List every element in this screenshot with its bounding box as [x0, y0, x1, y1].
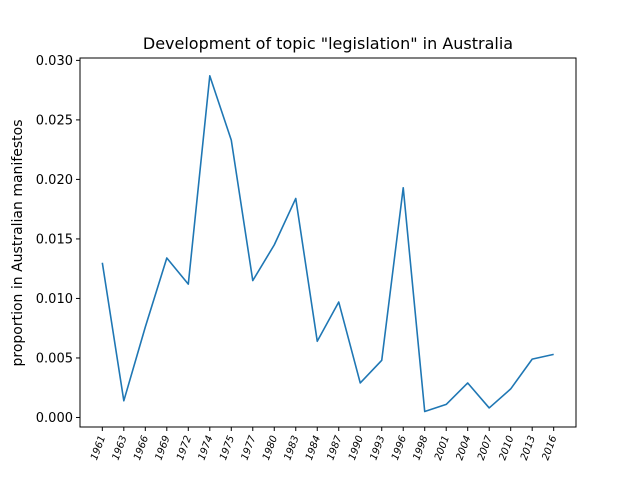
x-tick-label: 1975: [218, 434, 237, 462]
x-tick-label: 1993: [369, 434, 388, 462]
y-tick-label: 0.030: [36, 54, 73, 69]
y-tick-label: 0.025: [36, 113, 73, 128]
y-tick-label: 0.010: [36, 292, 73, 307]
plot-frame: [79, 57, 577, 428]
x-tick-label: 2013: [519, 434, 538, 462]
x-tick-label: 2010: [497, 434, 516, 462]
x-tick-label: 1974: [197, 434, 216, 462]
x-tick-label: 1984: [304, 434, 323, 462]
series-group: [101, 75, 554, 413]
x-tick-label: 1961: [89, 434, 108, 462]
x-tick-label: 1996: [390, 434, 409, 462]
x-axis: 1961 1963 1966 1969 1972 1974 1975 1977 1980 1983…: [89, 427, 559, 462]
x-tick-label: 2004: [454, 434, 473, 462]
x-tick-label: 2007: [476, 434, 495, 462]
x-tick-label: 1977: [240, 434, 259, 462]
x-tick-label: 1987: [326, 434, 345, 462]
x-tick-label: 1998: [411, 434, 430, 462]
x-tick-label: 1972: [175, 434, 194, 462]
y-axis-label: proportion in Australian manifestos: [10, 119, 26, 366]
y-tick-label: 0.015: [36, 232, 73, 247]
y-tick-label: 0.020: [36, 173, 73, 188]
y-axis: 0.000 0.005 0.010 0.015 0.020 0.025 0.030: [36, 54, 80, 426]
chart-title: Development of topic "legislation" in Au…: [143, 34, 513, 53]
series-line: [101, 75, 554, 413]
x-tick-label: 1966: [132, 434, 151, 462]
x-tick-label: 1980: [261, 434, 280, 462]
x-tick-label: 1969: [154, 434, 173, 462]
y-tick-label: 0.000: [36, 411, 73, 426]
x-tick-label: 2016: [540, 434, 559, 462]
x-tick-label: 2001: [433, 434, 452, 462]
x-tick-label: 1990: [347, 434, 366, 462]
x-tick-label: 1983: [283, 434, 302, 462]
x-tick-label: 1963: [111, 434, 130, 462]
y-tick-label: 0.005: [36, 351, 73, 366]
